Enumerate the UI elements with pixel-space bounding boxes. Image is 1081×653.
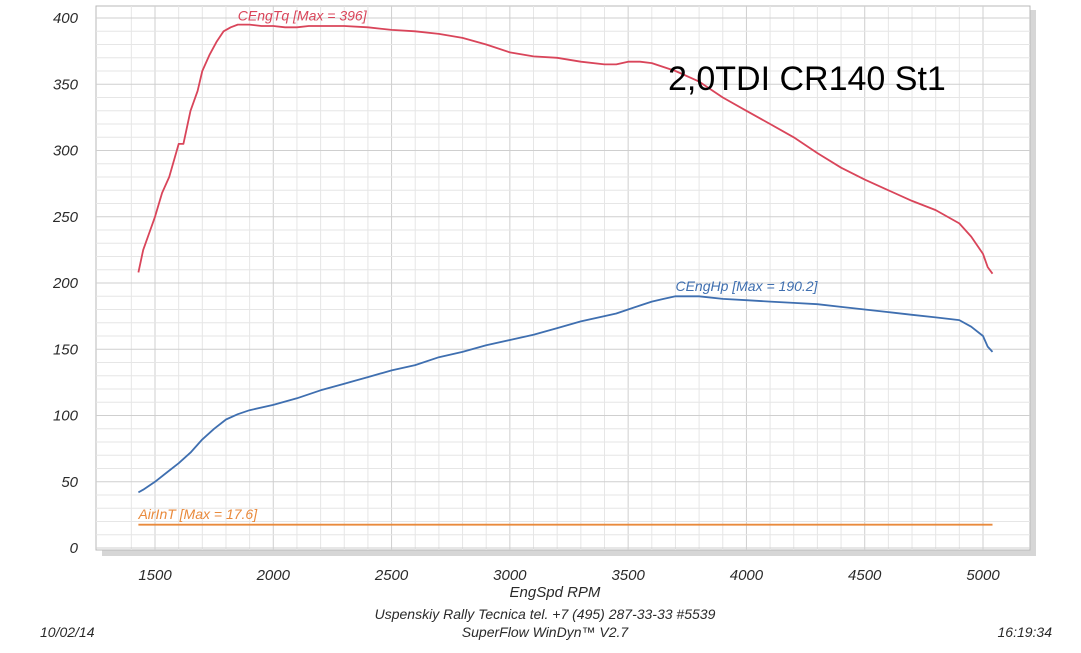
x-tick-label: 3500 bbox=[611, 567, 645, 584]
y-tick-label: 300 bbox=[53, 143, 79, 160]
x-tick-label: 4000 bbox=[730, 567, 764, 584]
y-tick-label: 200 bbox=[52, 275, 79, 292]
x-tick-label: 4500 bbox=[848, 567, 882, 584]
series-label-2: AirInT [Max = 17.6] bbox=[137, 506, 258, 522]
footer-date: 10/02/14 bbox=[40, 624, 95, 640]
x-tick-label: 1500 bbox=[138, 567, 172, 584]
chart-title: 2,0TDI CR140 St1 bbox=[668, 60, 946, 98]
y-tick-label: 350 bbox=[53, 76, 79, 93]
y-tick-label: 150 bbox=[53, 341, 79, 358]
x-tick-label: 3000 bbox=[493, 567, 527, 584]
series-label-0: CEngTq [Max = 396] bbox=[238, 8, 368, 24]
y-tick-label: 0 bbox=[70, 540, 79, 557]
y-axis-ticks: 0 50 100 150 200 250 300 350 400 bbox=[52, 10, 79, 557]
y-tick-label: 250 bbox=[52, 209, 79, 226]
grid bbox=[96, 6, 1030, 550]
y-tick-label: 400 bbox=[53, 10, 79, 27]
series-label-1: CEngHp [Max = 190.2] bbox=[675, 278, 818, 294]
footer-company: Uspenskiy Rally Tecnica tel. +7 (495) 28… bbox=[375, 606, 716, 622]
plot-area bbox=[95, 5, 1031, 551]
x-tick-label: 2500 bbox=[374, 567, 409, 584]
series-labels: CEngTq [Max = 396] CEngHp [Max = 190.2] Ai… bbox=[137, 8, 818, 522]
x-tick-label: 2000 bbox=[256, 567, 291, 584]
series-lines bbox=[137, 23, 994, 526]
x-axis-label: EngSpd RPM bbox=[510, 584, 601, 601]
y-tick-label: 50 bbox=[61, 474, 78, 491]
series-line-1 bbox=[137, 295, 994, 494]
footer-time: 16:19:34 bbox=[998, 624, 1053, 640]
series-line-0 bbox=[137, 23, 994, 275]
footer-software: SuperFlow WinDyn™ V2.7 bbox=[462, 624, 630, 640]
x-axis-ticks: 1500 2000 2500 3000 3500 4000 4500 5000 bbox=[138, 567, 1000, 584]
x-tick-label: 5000 bbox=[966, 567, 1000, 584]
y-tick-label: 100 bbox=[53, 408, 79, 425]
